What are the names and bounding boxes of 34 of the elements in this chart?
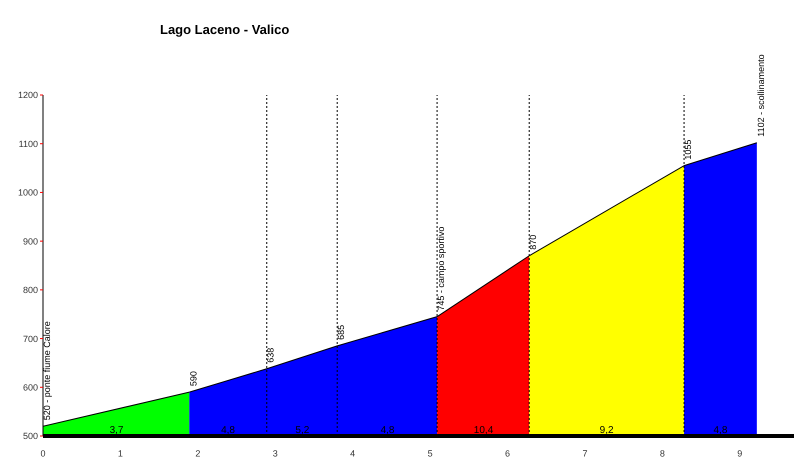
annotation: 520 - ponte fiume Calore bbox=[42, 321, 52, 420]
annotation: 10,4 bbox=[474, 425, 494, 436]
annotation: 745 - campo sportivo bbox=[436, 226, 446, 311]
annotation: 1102 - scollinamento bbox=[756, 54, 766, 137]
annotation: 4,8 bbox=[380, 425, 395, 436]
y-tick-label: 500 bbox=[22, 431, 38, 442]
x-tick-label: 6 bbox=[505, 448, 510, 458]
annotation: 590 bbox=[188, 371, 198, 386]
y-tick-label: 1000 bbox=[18, 188, 38, 198]
x-tick-label: 7 bbox=[582, 448, 588, 458]
x-tick-label: 8 bbox=[660, 448, 665, 458]
annotation: 9,2 bbox=[600, 425, 614, 436]
x-tick-label: 9 bbox=[737, 448, 742, 458]
y-tick-label: 700 bbox=[22, 334, 38, 344]
x-tick-label: 1 bbox=[118, 448, 123, 458]
y-tick-label: 1100 bbox=[18, 138, 38, 149]
annotation: 1055 bbox=[683, 140, 694, 160]
x-tick-label: 0 bbox=[40, 448, 46, 458]
annotation: 4,8 bbox=[221, 425, 236, 436]
x-tick-label: 5 bbox=[428, 448, 433, 458]
y-tick-label: 1200 bbox=[18, 90, 38, 100]
annotation: 3,7 bbox=[110, 425, 124, 436]
y-tick-label: 600 bbox=[22, 382, 38, 392]
x-tick-label: 2 bbox=[195, 448, 200, 458]
chart-title: Lago Laceno - Valico bbox=[160, 22, 290, 37]
annotation: 638 bbox=[266, 348, 276, 363]
annotation: 685 bbox=[336, 324, 346, 340]
annotation: 870 bbox=[528, 234, 538, 250]
x-tick-label: 4 bbox=[350, 448, 356, 458]
y-tick-label: 900 bbox=[22, 236, 38, 246]
x-tick-label: 3 bbox=[272, 448, 278, 458]
annotation: 5,2 bbox=[295, 425, 310, 436]
y-tick-label: 800 bbox=[22, 285, 38, 296]
annotation: 4,8 bbox=[713, 425, 728, 436]
